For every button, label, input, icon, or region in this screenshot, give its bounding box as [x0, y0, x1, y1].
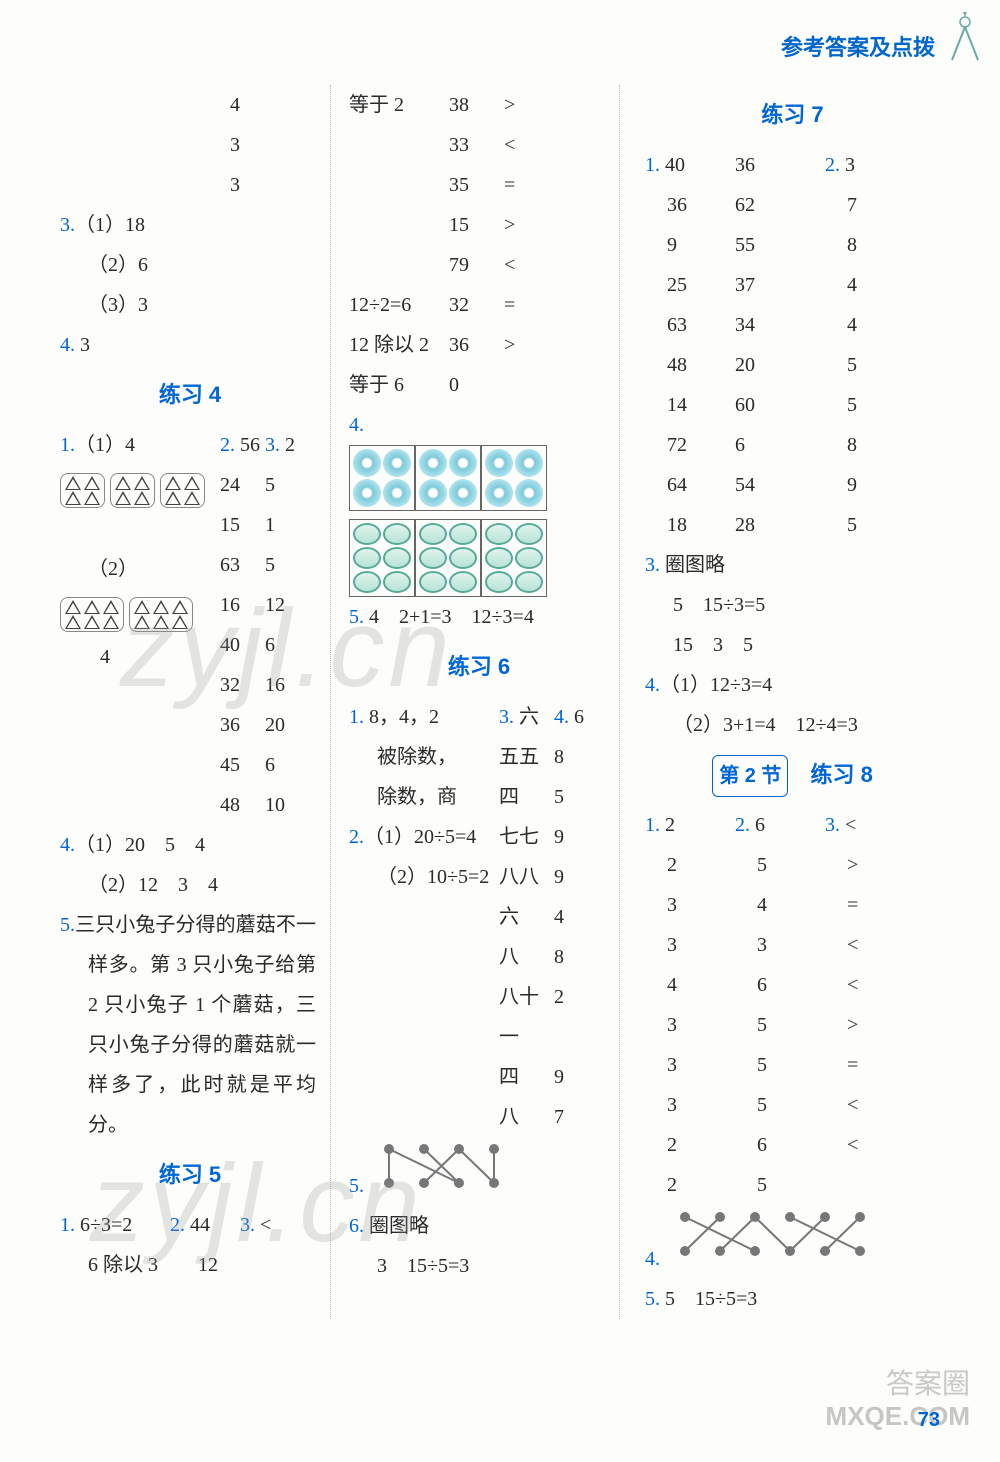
- ex8-table: 1. 22. 63. < 25> 34= 33< 46< 35> 35= 35<…: [645, 805, 940, 1205]
- ex5-heading: 练习 5: [60, 1153, 320, 1197]
- ex8-q5: 5. 5 15÷5=3: [645, 1279, 940, 1319]
- ex7-q3b: 5 15÷3=5: [645, 585, 940, 625]
- ex6-q6b: 3 15÷5=3: [349, 1246, 609, 1286]
- ex6-body: 1. 8，4，2 被除数， 除数，商 2.（1）20÷5=4 （2）10÷5=2…: [349, 697, 609, 1137]
- ex4-q4a: 4.（1）20 5 4: [60, 825, 320, 865]
- matching-diagram-1: [369, 1143, 519, 1188]
- ex5-row: 1. 6÷3=2 6 除以 3 2. 44 12 3. <: [60, 1205, 320, 1285]
- text: 3: [60, 125, 320, 165]
- watermark-4: 答案圈: [886, 1362, 970, 1402]
- q3-3: （3）3: [60, 285, 320, 325]
- text: 4: [60, 85, 320, 125]
- q3-1: 3.（1）18: [60, 205, 320, 245]
- ex4-heading: 练习 4: [60, 373, 320, 417]
- ex7-q4a: 4.（1）12÷3=4: [645, 665, 940, 705]
- ex7-q3c: 15 3 5: [645, 625, 940, 665]
- q4: 4. 3: [60, 325, 320, 365]
- matching-diagram-2: [665, 1211, 885, 1261]
- ex8-heading: 第 2 节 练习 8: [645, 753, 940, 797]
- triangle-diagram-2: [60, 593, 220, 633]
- triangle-diagram-1: [60, 469, 220, 509]
- ex7-q3a: 3. 圈图略: [645, 545, 940, 585]
- ex6-q5: 5.: [349, 1137, 609, 1206]
- ex7-q4b: （2）3+1=4 12÷4=3: [645, 705, 940, 745]
- watermark-3: MXQE.COM: [826, 1401, 970, 1432]
- ex6-q6a: 6. 圈图略: [349, 1206, 609, 1246]
- page-number: 73: [918, 1409, 940, 1432]
- text: 3: [60, 165, 320, 205]
- ex8-q4: 4.: [645, 1205, 940, 1279]
- header-title: 参考答案及点拨: [781, 30, 935, 62]
- oval-diagram: [349, 519, 609, 597]
- column-1: 4 3 3 3.（1）18 （2）6 （3）3 4. 3 练习 4 1.（1）4…: [50, 85, 330, 1319]
- col2-q4: 4.: [349, 405, 609, 445]
- ex4-number-table: 2. 563. 2 245 151 635 1612 406 3216 3620…: [220, 425, 310, 825]
- ex4-q5: 5.三只小兔子分得的蘑菇不一样多。第 3 只小兔子给第 2 只小兔子 1 个蘑菇…: [60, 905, 320, 1145]
- compass-icon: [940, 10, 990, 65]
- content-columns: 4 3 3 3.（1）18 （2）6 （3）3 4. 3 练习 4 1.（1）4…: [50, 85, 980, 1319]
- column-3: 练习 7 1. 40362. 3 36627 9558 25374 63344 …: [620, 85, 950, 1319]
- ex6-heading: 练习 6: [349, 645, 609, 689]
- flower-diagram: [349, 445, 609, 511]
- ex7-table: 1. 40362. 3 36627 9558 25374 63344 48205…: [645, 145, 940, 545]
- col2-top-table: 等于 238> 33< 35= 15> 79< 12÷2=632= 12 除以 …: [349, 85, 549, 405]
- ex4-q4b: （2）12 3 4: [60, 865, 320, 905]
- q3-2: （2）6: [60, 245, 320, 285]
- ex4-q1-row: 1.（1）4 （2） 4 2. 563. 2 245 151 635: [60, 425, 320, 825]
- column-2: 等于 238> 33< 35= 15> 79< 12÷2=632= 12 除以 …: [330, 85, 620, 1319]
- section-2-badge: 第 2 节: [712, 755, 788, 797]
- ex7-heading: 练习 7: [645, 93, 940, 137]
- col2-q5: 5. 4 2+1=3 12÷3=4: [349, 597, 609, 637]
